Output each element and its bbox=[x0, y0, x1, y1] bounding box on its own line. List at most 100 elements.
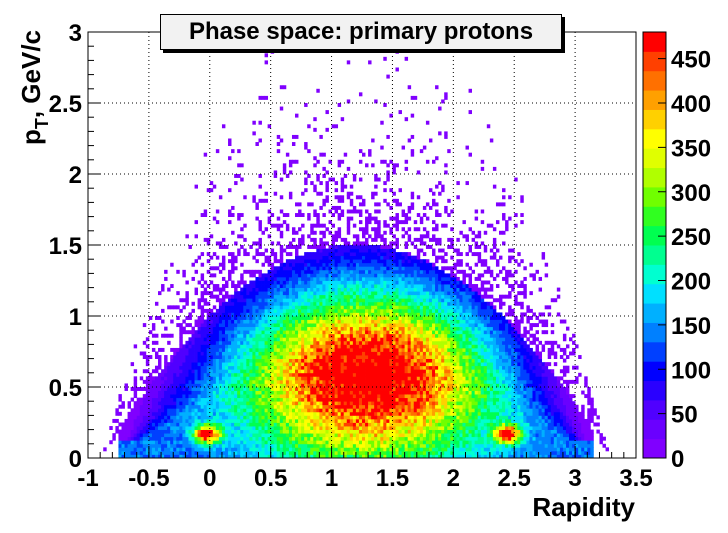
heatmap-cell bbox=[264, 387, 269, 391]
heatmap-cell bbox=[179, 362, 183, 367]
heatmap-cell bbox=[203, 415, 208, 420]
heatmap-cell bbox=[252, 198, 256, 203]
heatmap-cell bbox=[322, 433, 326, 438]
heatmap-cell bbox=[270, 248, 275, 253]
heatmap-cell bbox=[221, 362, 226, 367]
heatmap-cell bbox=[307, 379, 311, 384]
heatmap-cell bbox=[237, 365, 241, 370]
heatmap-cell bbox=[374, 276, 378, 281]
heatmap-cell bbox=[295, 397, 299, 402]
heatmap-cell bbox=[212, 333, 217, 338]
heatmap-cell bbox=[167, 387, 171, 391]
heatmap-cell bbox=[301, 383, 305, 388]
heatmap-cell bbox=[328, 316, 332, 320]
heatmap-cell bbox=[398, 383, 402, 388]
heatmap-cell bbox=[148, 454, 153, 459]
heatmap-cell bbox=[258, 269, 262, 274]
heatmap-cell bbox=[313, 351, 317, 356]
heatmap-cell bbox=[291, 415, 296, 420]
heatmap-cell bbox=[334, 415, 339, 420]
heatmap-cell bbox=[203, 422, 208, 427]
heatmap-cell bbox=[136, 422, 141, 427]
heatmap-cell bbox=[365, 255, 369, 260]
heatmap-cell bbox=[221, 308, 226, 313]
heatmap-cell bbox=[209, 450, 214, 455]
heatmap-cell bbox=[273, 436, 278, 441]
heatmap-cell bbox=[340, 188, 345, 193]
heatmap-cell bbox=[401, 376, 406, 381]
heatmap-cell bbox=[206, 188, 211, 193]
heatmap-cell bbox=[365, 404, 369, 409]
heatmap-cell bbox=[206, 319, 211, 324]
heatmap-cell bbox=[358, 287, 363, 292]
heatmap-cell bbox=[194, 433, 198, 438]
heatmap-cell bbox=[249, 372, 253, 377]
heatmap-cell bbox=[291, 305, 296, 310]
heatmap-cell bbox=[279, 397, 284, 402]
heatmap-cell bbox=[173, 347, 177, 352]
heatmap-cell bbox=[121, 429, 125, 434]
heatmap-cell bbox=[383, 401, 387, 406]
heatmap-cell bbox=[331, 333, 335, 338]
heatmap-cell bbox=[291, 355, 296, 359]
heatmap-cell bbox=[258, 330, 262, 335]
heatmap-cell bbox=[237, 443, 241, 448]
heatmap-cell bbox=[386, 447, 390, 452]
heatmap-cell bbox=[179, 394, 183, 399]
heatmap-cell bbox=[288, 365, 293, 370]
heatmap-cell bbox=[386, 319, 390, 324]
heatmap-cell bbox=[167, 362, 171, 367]
heatmap-cell bbox=[206, 316, 211, 320]
heatmap-cell bbox=[362, 248, 366, 253]
heatmap-cell bbox=[362, 323, 366, 328]
heatmap-cell bbox=[237, 379, 241, 384]
heatmap-cell bbox=[185, 397, 189, 402]
heatmap-cell bbox=[267, 340, 272, 345]
heatmap-cell bbox=[380, 383, 384, 388]
heatmap-cell bbox=[395, 227, 399, 232]
heatmap-cell bbox=[145, 390, 150, 395]
heatmap-cell bbox=[212, 319, 217, 324]
heatmap-cell bbox=[279, 379, 284, 384]
heatmap-cell bbox=[197, 376, 202, 381]
heatmap-cell bbox=[340, 450, 345, 455]
heatmap-cell bbox=[279, 177, 284, 182]
heatmap-cell bbox=[307, 447, 311, 452]
heatmap-cell bbox=[212, 401, 217, 406]
heatmap-cell bbox=[295, 255, 299, 260]
heatmap-cell bbox=[218, 262, 223, 267]
heatmap-cell bbox=[231, 394, 235, 399]
heatmap-cell bbox=[325, 397, 329, 402]
heatmap-cell bbox=[215, 454, 220, 459]
heatmap-cell bbox=[258, 340, 262, 345]
heatmap-cell bbox=[279, 415, 284, 420]
heatmap-cell bbox=[194, 404, 198, 409]
heatmap-cell bbox=[209, 436, 214, 441]
heatmap-cell bbox=[209, 369, 214, 374]
heatmap-cell bbox=[179, 422, 183, 427]
heatmap-cell bbox=[209, 319, 214, 324]
heatmap-cell bbox=[234, 355, 238, 359]
heatmap-cell bbox=[151, 323, 156, 328]
heatmap-cell bbox=[310, 280, 314, 285]
heatmap-cell bbox=[243, 365, 247, 370]
heatmap-cell bbox=[358, 344, 363, 349]
heatmap-cell bbox=[374, 287, 378, 292]
heatmap-cell bbox=[383, 308, 387, 313]
heatmap-cell bbox=[234, 305, 238, 310]
heatmap-cell bbox=[313, 163, 317, 168]
heatmap-cell bbox=[377, 355, 381, 359]
heatmap-cell bbox=[249, 422, 253, 427]
heatmap-cell bbox=[167, 369, 171, 374]
heatmap-cell bbox=[234, 426, 238, 430]
heatmap-cell bbox=[240, 333, 244, 338]
heatmap-cell bbox=[395, 301, 399, 306]
heatmap-cell bbox=[215, 440, 220, 445]
heatmap-cell bbox=[200, 319, 205, 324]
heatmap-cell bbox=[386, 177, 390, 182]
heatmap-cell bbox=[170, 415, 174, 420]
heatmap-cell bbox=[358, 426, 363, 430]
heatmap-cell bbox=[279, 106, 284, 111]
heatmap-cell bbox=[142, 454, 147, 459]
heatmap-cell bbox=[225, 418, 229, 423]
